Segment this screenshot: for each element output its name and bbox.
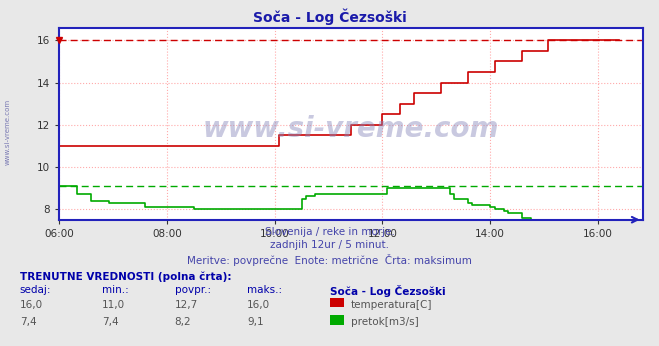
Text: www.si-vreme.com: www.si-vreme.com (5, 98, 11, 165)
Text: temperatura[C]: temperatura[C] (351, 300, 432, 310)
Text: Soča - Log Čezsoški: Soča - Log Čezsoški (252, 9, 407, 25)
Text: 8,2: 8,2 (175, 317, 191, 327)
Text: povpr.:: povpr.: (175, 285, 211, 295)
Text: www.si-vreme.com: www.si-vreme.com (203, 116, 499, 144)
Text: Soča - Log Čezsoški: Soča - Log Čezsoški (330, 285, 445, 298)
Text: zadnjih 12ur / 5 minut.: zadnjih 12ur / 5 minut. (270, 240, 389, 251)
Text: maks.:: maks.: (247, 285, 282, 295)
Text: pretok[m3/s]: pretok[m3/s] (351, 317, 418, 327)
Text: sedaj:: sedaj: (20, 285, 51, 295)
Text: 11,0: 11,0 (102, 300, 125, 310)
Text: 16,0: 16,0 (20, 300, 43, 310)
Text: min.:: min.: (102, 285, 129, 295)
Text: 7,4: 7,4 (102, 317, 119, 327)
Text: 7,4: 7,4 (20, 317, 36, 327)
Text: Slovenija / reke in morje.: Slovenija / reke in morje. (264, 227, 395, 237)
Text: 16,0: 16,0 (247, 300, 270, 310)
Text: 12,7: 12,7 (175, 300, 198, 310)
Text: TRENUTNE VREDNOSTI (polna črta):: TRENUTNE VREDNOSTI (polna črta): (20, 272, 231, 282)
Text: Meritve: povprečne  Enote: metrične  Črta: maksimum: Meritve: povprečne Enote: metrične Črta:… (187, 254, 472, 266)
Text: 9,1: 9,1 (247, 317, 264, 327)
